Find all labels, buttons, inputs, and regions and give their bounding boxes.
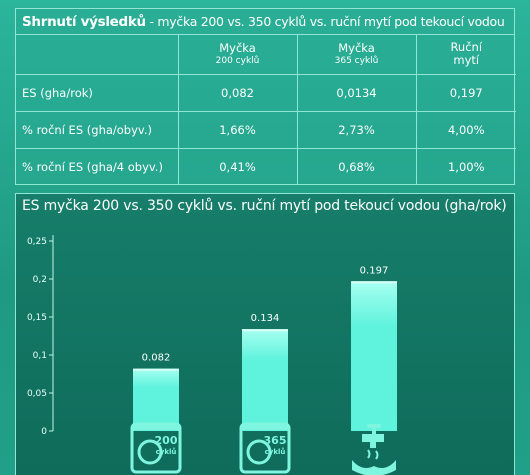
table-row: ES (gha/rok) 0,082 0,0134 0,197 [16,74,516,112]
bar-top-highlight [351,281,397,284]
column-header: Myčka 365 cyklů [297,35,417,75]
column-header-line1: Myčka [219,41,256,56]
table-row: % roční ES (gha/obyv.) 1,66% 2,73% 4,00% [16,111,516,149]
table-cell: 1,66% [178,111,298,149]
column-header-line1: Myčka [338,41,375,56]
faucet-handle-icon [367,424,381,428]
y-tick-label: 0,2 [33,275,47,285]
column-header: Ruční mytí [416,35,516,75]
dishwasher-panel-icon [241,424,289,430]
bar-top-highlight [242,329,288,332]
table-cell: 0,0134 [297,74,417,112]
bar-data-label: 0.082 [142,353,171,364]
table-cell: 0,082 [178,74,298,112]
icon-number-label: 365 [264,434,287,447]
chart-panel: 0 0,05 0,1 0,15 0,2 0,25 0.082 0.134 0.197 200 cyk… [15,193,515,475]
table-header-empty [16,35,179,75]
summary-title-bold: Shrnutí výsledků [22,14,146,30]
table-row: % roční ES (gha/4 obyv.) 0,41% 0,68% 1,0… [16,148,516,185]
water-drops-icon [367,449,379,460]
bar [242,329,288,431]
row-label: ES (gha/rok) [16,74,179,112]
column-header: Myčka 200 cyklů [178,35,298,75]
table-cell: 1,00% [447,159,485,174]
bar-chart: 00,050,10,150,20,250.0820.1340.197200cyk… [27,235,397,475]
column-header-line1: Ruční [450,40,483,55]
faucet-hands-icon [362,434,384,448]
chart-title: ES myčka 200 vs. 350 cyklů vs. ruční myt… [22,198,507,214]
summary-table-panel: Shrnutí výsledků - myčka 200 vs. 350 cyk… [15,8,516,185]
hands-icon [352,460,396,475]
y-tick-label: 0,1 [33,351,47,361]
table-cell: 0,197 [416,74,516,112]
table-cell: 4,00% [416,111,516,149]
y-tick-label: 0 [41,427,47,437]
summary-title-rest: - myčka 200 vs. 350 cyklů vs. ruční mytí… [145,14,505,29]
bar-data-label: 0.134 [251,313,280,324]
bar-data-label: 0.197 [360,265,389,276]
table-header-row: Myčka 200 cyklů Myčka 365 cyklů Ruční my… [16,35,516,75]
summary-title: Shrnutí výsledků - myčka 200 vs. 350 cyk… [16,9,514,35]
icon-number-label: 200 [155,434,178,447]
y-tick-label: 0,05 [27,389,47,399]
faucet-stem-icon [372,426,376,434]
bar [351,281,397,431]
table-cell: 2,73% [297,111,417,149]
icon-cycles-label: cyklů [156,447,177,456]
table-cell: 0,68% [297,148,417,185]
row-label: % roční ES (gha/obyv.) [16,111,179,149]
icon-cycles-label: cyklů [265,447,286,456]
bar [133,368,179,431]
dishwasher-drum-icon [137,439,163,465]
column-header-line2: 200 cyklů [215,55,260,66]
table-cell: 0,41% [178,148,298,185]
column-header-line2: mytí [453,53,480,68]
dishwasher-panel-icon [132,424,180,430]
summary-table: Myčka 200 cyklů Myčka 365 cyklů Ruční my… [16,35,516,185]
y-tick-label: 0,25 [27,237,47,247]
row-label: % roční ES (gha/4 obyv.) [16,148,179,185]
column-header-line2: 365 cyklů [334,55,379,66]
y-tick-label: 0,15 [27,313,47,323]
bar-top-highlight [133,368,179,371]
dishwasher-drum-icon [246,439,272,465]
